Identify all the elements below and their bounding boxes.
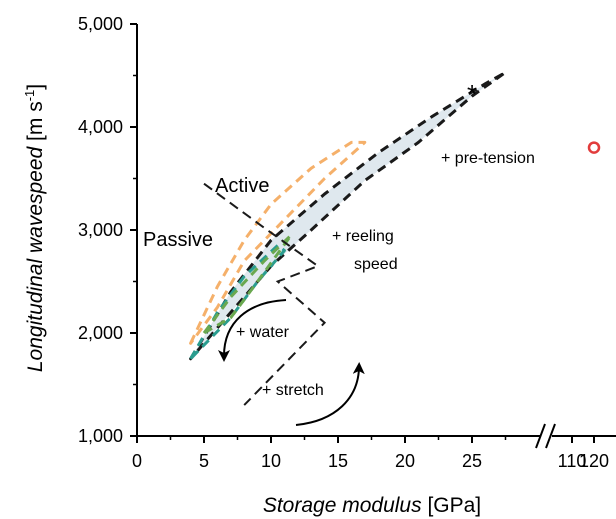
x-tick-label: 110	[558, 451, 587, 471]
x-tick-label: 10	[261, 451, 281, 471]
y-tick-label: 3,000	[78, 220, 123, 240]
region-main	[189, 70, 507, 361]
y-axis-title: Longitudinal wavespeed [m s-1]	[22, 84, 47, 372]
region-green	[202, 233, 293, 335]
y-tick-label: 4,000	[78, 117, 123, 137]
x-tick-label: 20	[395, 451, 415, 471]
annotation-pre-tension: + pre-tension	[441, 150, 535, 167]
plot-area: *	[189, 70, 601, 406]
regions	[189, 70, 507, 361]
x-tick-label: 5	[199, 451, 209, 471]
divider-layer	[203, 182, 327, 406]
annotations: Active Passive + pre-tension + reeling s…	[143, 150, 535, 426]
y-tick-label: 1,000	[78, 426, 123, 446]
x-axis-title: Storage modulus [GPa]	[263, 494, 481, 517]
x-tick-label: 0	[132, 451, 142, 471]
axis-break-mark	[535, 423, 546, 449]
axis-break-mark	[545, 423, 556, 449]
active-passive-divider	[203, 182, 327, 406]
x-tick-label: 120	[579, 451, 609, 471]
annotation-reeling: + reeling	[332, 228, 394, 245]
point-red-circle	[587, 141, 601, 154]
y-ticks: 1,000 2,000 3,000 4,000 5,000	[78, 14, 137, 446]
region-orange	[189, 140, 367, 345]
annotation-water: + water	[236, 324, 290, 341]
y-tick-label: 5,000	[78, 14, 123, 34]
points-layer: *	[467, 79, 601, 154]
x-tick-label: 15	[328, 451, 348, 471]
y-tick-label: 2,000	[78, 323, 123, 343]
point-asterisk: *	[467, 79, 477, 109]
x-tick-label: 25	[462, 451, 482, 471]
arrow-water	[218, 299, 287, 362]
annotation-stretch: + stretch	[262, 382, 324, 399]
annotation-active: Active	[215, 175, 269, 197]
annotation-speed: speed	[354, 256, 398, 273]
arrow-stretch	[295, 362, 365, 426]
annotation-passive: Passive	[143, 229, 213, 251]
